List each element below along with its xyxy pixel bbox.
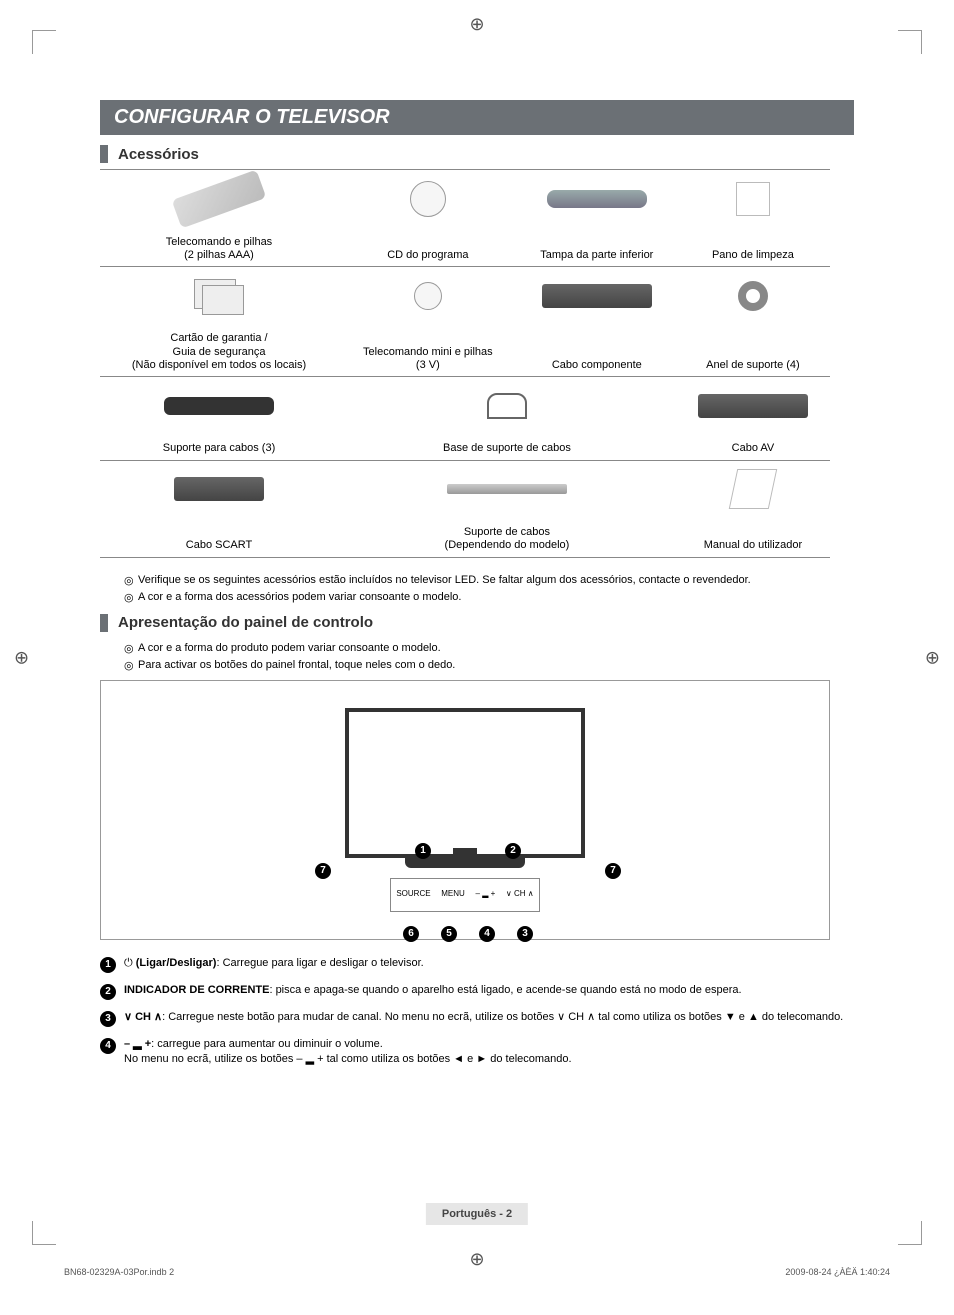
page-title: CONFIGURAR O TELEVISOR [114,106,390,128]
ring-icon [738,281,768,311]
crop-corner [898,1221,922,1245]
heading-bar [100,614,108,632]
mini-remote-icon [414,282,442,310]
callout-7: 7 [315,863,331,879]
accessory-label: Suporte para cabos (3) [100,436,338,460]
desc-prefix: – ▂ + [124,1038,151,1050]
crop-corner [898,30,922,54]
page-content: CONFIGURAR O TELEVISOR Acessórios Teleco… [100,100,854,1215]
tv-stand [405,858,525,868]
desc-number: 1 [100,957,116,973]
tv-frame: SOURCE MENU – ▂ + ∨ CH ∧ 1 2 7 7 6 5 4 3 [345,708,585,912]
component-cable-icon [542,284,652,308]
desc-number: 2 [100,984,116,1000]
callout-2: 2 [505,843,521,859]
callout-4: 4 [479,926,495,942]
desc-item-2: 2 INDICADOR DE CORRENTE: pisca e apaga-s… [100,983,854,1000]
accessories-table: Telecomando e pilhas (2 pilhas AAA) CD d… [100,169,830,558]
desc-text: No menu no ecrã, utilize os botões – ▂ +… [124,1053,572,1065]
notes-control-panel: ◎ A cor e a forma do produto podem varia… [124,642,854,672]
crop-corner [32,30,56,54]
print-footer: BN68-02329A-03Por.indb 2 2009-08-24 ¿ÀÈÄ… [64,1267,890,1277]
desc-item-3: 3 ∨ CH ∧: Carregue neste botão para muda… [100,1010,854,1027]
callout-7: 7 [605,863,621,879]
btn-volume: – ▂ + [476,890,496,899]
note-item: ◎ A cor e a forma dos acessórios podem v… [124,591,854,604]
tv-button-bar: SOURCE MENU – ▂ + ∨ CH ∧ [390,878,540,912]
section-heading-control-panel: Apresentação do painel de controlo [100,614,854,632]
power-icon: ⏻ [124,957,133,969]
accessory-label: Telecomando e pilhas (2 pilhas AAA) [100,230,338,267]
desc-text: : pisca e apaga-se quando o aparelho est… [269,984,741,996]
btn-menu: MENU [441,890,465,899]
heading-bar [100,145,108,163]
tv-diagram: SOURCE MENU – ▂ + ∨ CH ∧ 1 2 7 7 6 5 4 3 [100,680,830,940]
notes-accessories: ◎ Verifique se os seguintes acessórios e… [124,574,854,604]
page-title-bar: CONFIGURAR O TELEVISOR [100,100,854,135]
crop-mark-top: ⊕ [469,14,484,35]
desc-text: : Carregue neste botão para mudar de can… [162,1011,843,1023]
desc-number: 4 [100,1038,116,1054]
accessory-label: Base de suporte de cabos [338,436,676,460]
tv-screen [345,708,585,858]
accessory-label: Manual do utilizador [676,520,830,557]
accessory-label: Pano de limpeza [676,230,830,267]
footer-right: 2009-08-24 ¿ÀÈÄ 1:40:24 [785,1267,890,1277]
note-text: A cor e a forma do produto podem variar … [138,642,441,654]
desc-text: : Carregue para ligar e desligar o telev… [216,957,423,969]
desc-item-1: 1 ⏻ (Ligar/Desligar): Carregue para liga… [100,956,854,973]
note-item: ◎ Para activar os botões do painel front… [124,659,854,672]
accessory-label: Cartão de garantia / Guia de segurança (… [100,326,338,376]
crop-mark-left: ⊕ [14,647,29,668]
page-number: Português - 2 [426,1203,528,1225]
desc-label: INDICADOR DE CORRENTE [124,984,269,996]
footer-left: BN68-02329A-03Por.indb 2 [64,1267,174,1277]
remote-icon [172,169,267,228]
scart-cable-icon [174,477,264,501]
cd-icon [410,181,446,217]
heading-text: Acessórios [118,146,199,163]
btn-channel: ∨ CH ∧ [506,890,534,899]
desc-item-4: 4 – ▂ +: carregue para aumentar ou dimin… [100,1037,854,1068]
cloth-icon [736,182,770,216]
note-item: ◎ A cor e a forma do produto podem varia… [124,642,854,655]
card-icon [194,279,244,313]
crop-mark-right: ⊕ [925,647,940,668]
cable-base-icon [487,393,527,419]
cable-support-icon [447,484,567,494]
manual-icon [729,469,778,509]
note-icon: ◎ [124,574,138,587]
accessory-label: CD do programa [338,230,518,267]
callout-3: 3 [517,926,533,942]
desc-prefix: ∨ CH ∧ [124,1011,162,1023]
desc-label: (Ligar/Desligar) [136,957,217,969]
crop-corner [32,1221,56,1245]
accessory-label: Suporte de cabos (Dependendo do modelo) [338,520,676,557]
accessory-label: Tampa da parte inferior [518,230,676,267]
section-heading-accessories: Acessórios [100,145,854,163]
cover-icon [547,190,647,208]
note-text: Verifique se os seguintes acessórios est… [138,574,751,586]
note-item: ◎ Verifique se os seguintes acessórios e… [124,574,854,587]
note-icon: ◎ [124,659,138,672]
callout-1: 1 [415,843,431,859]
accessory-label: Telecomando mini e pilhas (3 V) [338,326,518,376]
control-descriptions: 1 ⏻ (Ligar/Desligar): Carregue para liga… [100,956,854,1068]
note-text: Para activar os botões do painel frontal… [138,659,455,671]
callout-6: 6 [403,926,419,942]
heading-text: Apresentação do painel de controlo [118,614,373,631]
accessory-label: Anel de suporte (4) [676,326,830,376]
accessory-label: Cabo AV [676,436,830,460]
av-cable-icon [698,394,808,418]
note-icon: ◎ [124,591,138,604]
desc-number: 3 [100,1011,116,1027]
desc-text: : carregue para aumentar ou diminuir o v… [151,1038,383,1050]
note-text: A cor e a forma dos acessórios podem var… [138,591,461,603]
accessory-label: Cabo componente [518,326,676,376]
accessory-label: Cabo SCART [100,520,338,557]
note-icon: ◎ [124,642,138,655]
btn-source: SOURCE [396,890,430,899]
callout-5: 5 [441,926,457,942]
cable-holder-icon [164,397,274,415]
